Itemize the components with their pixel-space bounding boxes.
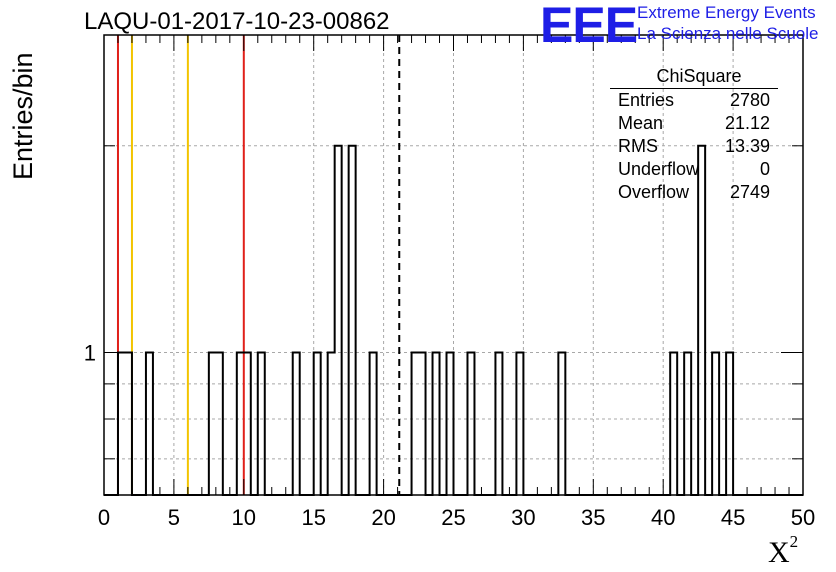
histogram-bin bbox=[467, 352, 474, 495]
histogram-bin bbox=[447, 352, 454, 495]
histogram-bin bbox=[433, 352, 440, 495]
stats-row-underflow: Underflow 0 bbox=[610, 158, 778, 181]
histogram-bin bbox=[349, 146, 356, 495]
histogram-bin bbox=[370, 352, 377, 495]
x-tick-label: 25 bbox=[441, 505, 465, 530]
x-tick-label: 20 bbox=[371, 505, 395, 530]
stats-row-rms: RMS 13.39 bbox=[610, 135, 778, 158]
stats-row-overflow: Overflow 2749 bbox=[610, 181, 778, 204]
x-tick-label: 45 bbox=[721, 505, 745, 530]
stats-title: ChiSquare bbox=[610, 64, 778, 89]
y-axis-label: Entries/bin bbox=[8, 52, 38, 180]
chart-title: LAQU-01-2017-10-23-00862 bbox=[84, 8, 390, 35]
histogram-bin bbox=[419, 352, 426, 495]
stats-label: Overflow bbox=[618, 182, 690, 202]
stats-value: 21.12 bbox=[724, 113, 770, 133]
x-tick-label: 15 bbox=[301, 505, 325, 530]
x-tick-label: 40 bbox=[651, 505, 675, 530]
x-axis-label: X2 bbox=[768, 532, 799, 569]
x-tick-label: 30 bbox=[511, 505, 535, 530]
x-tick-label: 5 bbox=[168, 505, 180, 530]
stats-value: 2749 bbox=[729, 182, 770, 202]
histogram-bin bbox=[495, 352, 502, 495]
histogram-bin bbox=[328, 352, 335, 495]
histogram-bin bbox=[712, 352, 719, 495]
x-tick-label: 10 bbox=[232, 505, 256, 530]
stats-box: ChiSquare Entries 2780 Mean 21.12 RMS 13… bbox=[610, 64, 778, 204]
histogram-bin bbox=[516, 352, 523, 495]
histogram-bin bbox=[293, 352, 300, 495]
stats-value: 0 bbox=[759, 159, 770, 179]
stats-row-entries: Entries 2780 bbox=[610, 89, 778, 112]
histogram-bin bbox=[209, 352, 216, 495]
histogram-bin bbox=[146, 352, 153, 495]
histogram-bin bbox=[412, 352, 419, 495]
logo-line-2: La Scienza nelle Scuole bbox=[637, 24, 819, 43]
histogram-bin bbox=[314, 352, 321, 495]
eee-logo: EEE bbox=[540, 0, 638, 53]
x-tick-label: 0 bbox=[98, 505, 110, 530]
histogram-bin bbox=[118, 352, 125, 495]
stats-label: Underflow bbox=[618, 159, 700, 179]
histogram-bin bbox=[684, 352, 691, 495]
histogram-bin bbox=[335, 146, 342, 495]
stats-label: RMS bbox=[618, 136, 658, 156]
stats-row-mean: Mean 21.12 bbox=[610, 112, 778, 135]
x-tick-label: 50 bbox=[791, 505, 815, 530]
stats-label: Entries bbox=[618, 90, 675, 110]
histogram-bin bbox=[670, 352, 677, 495]
x-tick-label: 35 bbox=[581, 505, 605, 530]
stats-label: Mean bbox=[618, 113, 664, 133]
histogram-bin bbox=[258, 352, 265, 495]
histogram-bin bbox=[216, 352, 223, 495]
stats-value: 13.39 bbox=[724, 136, 770, 156]
histogram-bin bbox=[558, 352, 565, 495]
histogram-bin bbox=[244, 352, 251, 495]
histogram-bin bbox=[237, 352, 244, 495]
stats-value: 2780 bbox=[729, 90, 770, 110]
y-tick-label: 1 bbox=[84, 340, 96, 365]
histogram-bin bbox=[125, 352, 132, 495]
logo-line-1: Extreme Energy Events bbox=[637, 3, 816, 22]
histogram-bin bbox=[726, 352, 733, 495]
